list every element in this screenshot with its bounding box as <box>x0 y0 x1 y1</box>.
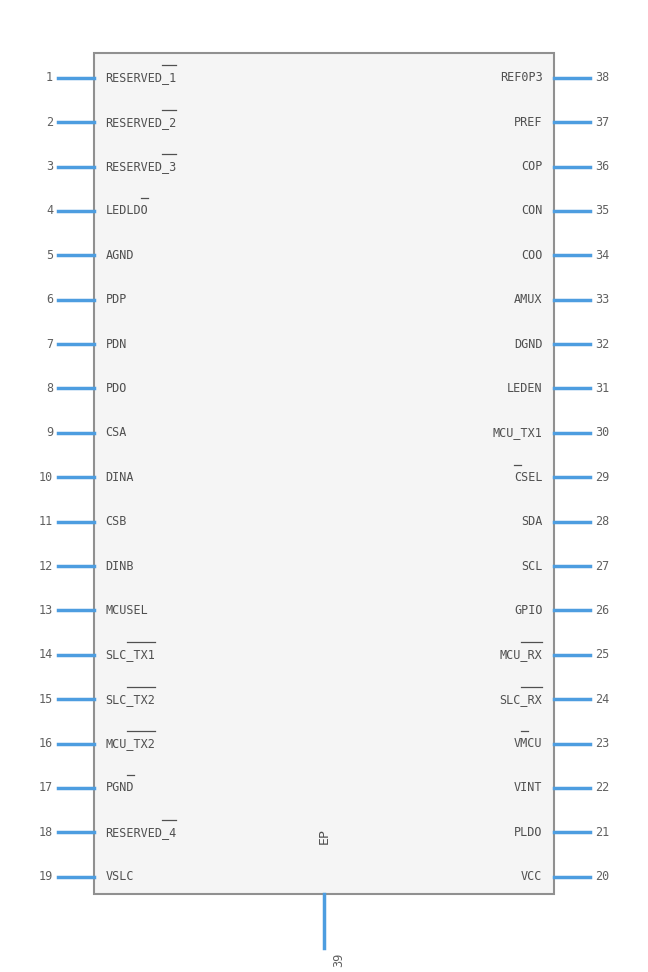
Text: 2: 2 <box>46 116 53 128</box>
Text: 19: 19 <box>39 870 53 884</box>
Text: SLC_RX: SLC_RX <box>500 693 542 706</box>
Text: 37: 37 <box>595 116 609 128</box>
Text: 15: 15 <box>39 693 53 706</box>
Text: 7: 7 <box>46 337 53 351</box>
Text: COP: COP <box>521 160 542 173</box>
Text: 12: 12 <box>39 560 53 573</box>
Text: 11: 11 <box>39 515 53 528</box>
Text: 39: 39 <box>332 953 345 967</box>
Text: SLC_TX2: SLC_TX2 <box>106 693 156 706</box>
Text: 32: 32 <box>595 337 609 351</box>
Text: RESERVED_3: RESERVED_3 <box>106 160 177 173</box>
Text: CSB: CSB <box>106 515 127 528</box>
Text: 33: 33 <box>595 294 609 306</box>
Text: PDO: PDO <box>106 382 127 395</box>
Text: 6: 6 <box>46 294 53 306</box>
Text: 24: 24 <box>595 693 609 706</box>
Text: MCUSEL: MCUSEL <box>106 604 148 617</box>
Text: 3: 3 <box>46 160 53 173</box>
Text: MCU_TX1: MCU_TX1 <box>492 427 542 439</box>
Text: 25: 25 <box>595 648 609 661</box>
Text: RESERVED_2: RESERVED_2 <box>106 116 177 128</box>
Text: PDP: PDP <box>106 294 127 306</box>
Text: SLC_TX1: SLC_TX1 <box>106 648 156 661</box>
Text: VCC: VCC <box>521 870 542 884</box>
Text: 21: 21 <box>595 826 609 839</box>
Text: 9: 9 <box>46 427 53 439</box>
Text: DINB: DINB <box>106 560 134 573</box>
Text: VMCU: VMCU <box>514 737 542 750</box>
Text: 1: 1 <box>46 71 53 85</box>
Text: AMUX: AMUX <box>514 294 542 306</box>
Text: LEDLDO: LEDLDO <box>106 204 148 218</box>
Text: 34: 34 <box>595 249 609 261</box>
Text: 13: 13 <box>39 604 53 617</box>
Text: 23: 23 <box>595 737 609 750</box>
Text: PLDO: PLDO <box>514 826 542 839</box>
Text: 22: 22 <box>595 781 609 794</box>
Text: MCU_TX2: MCU_TX2 <box>106 737 156 750</box>
Text: REF0P3: REF0P3 <box>500 71 542 85</box>
Text: 8: 8 <box>46 382 53 395</box>
Text: DGND: DGND <box>514 337 542 351</box>
Text: SDA: SDA <box>521 515 542 528</box>
Text: PDN: PDN <box>106 337 127 351</box>
Text: CON: CON <box>521 204 542 218</box>
Text: 4: 4 <box>46 204 53 218</box>
Text: 38: 38 <box>595 71 609 85</box>
Text: 5: 5 <box>46 249 53 261</box>
Text: 20: 20 <box>595 870 609 884</box>
Text: 36: 36 <box>595 160 609 173</box>
Text: 17: 17 <box>39 781 53 794</box>
Text: 31: 31 <box>595 382 609 395</box>
Text: 14: 14 <box>39 648 53 661</box>
Text: 30: 30 <box>595 427 609 439</box>
Text: 28: 28 <box>595 515 609 528</box>
Bar <box>94 53 554 894</box>
Text: PGND: PGND <box>106 781 134 794</box>
Text: VINT: VINT <box>514 781 542 794</box>
Text: 26: 26 <box>595 604 609 617</box>
Text: GPIO: GPIO <box>514 604 542 617</box>
Text: EP: EP <box>318 828 330 844</box>
Text: CSEL: CSEL <box>514 470 542 484</box>
Text: AGND: AGND <box>106 249 134 261</box>
Text: MCU_RX: MCU_RX <box>500 648 542 661</box>
Text: VSLC: VSLC <box>106 870 134 884</box>
Text: 27: 27 <box>595 560 609 573</box>
Text: CSA: CSA <box>106 427 127 439</box>
Text: SCL: SCL <box>521 560 542 573</box>
Text: LEDEN: LEDEN <box>507 382 542 395</box>
Text: DINA: DINA <box>106 470 134 484</box>
Text: RESERVED_1: RESERVED_1 <box>106 71 177 85</box>
Text: 10: 10 <box>39 470 53 484</box>
Text: 18: 18 <box>39 826 53 839</box>
Text: PREF: PREF <box>514 116 542 128</box>
Text: COO: COO <box>521 249 542 261</box>
Text: 16: 16 <box>39 737 53 750</box>
Text: RESERVED_4: RESERVED_4 <box>106 826 177 839</box>
Text: 29: 29 <box>595 470 609 484</box>
Text: 35: 35 <box>595 204 609 218</box>
